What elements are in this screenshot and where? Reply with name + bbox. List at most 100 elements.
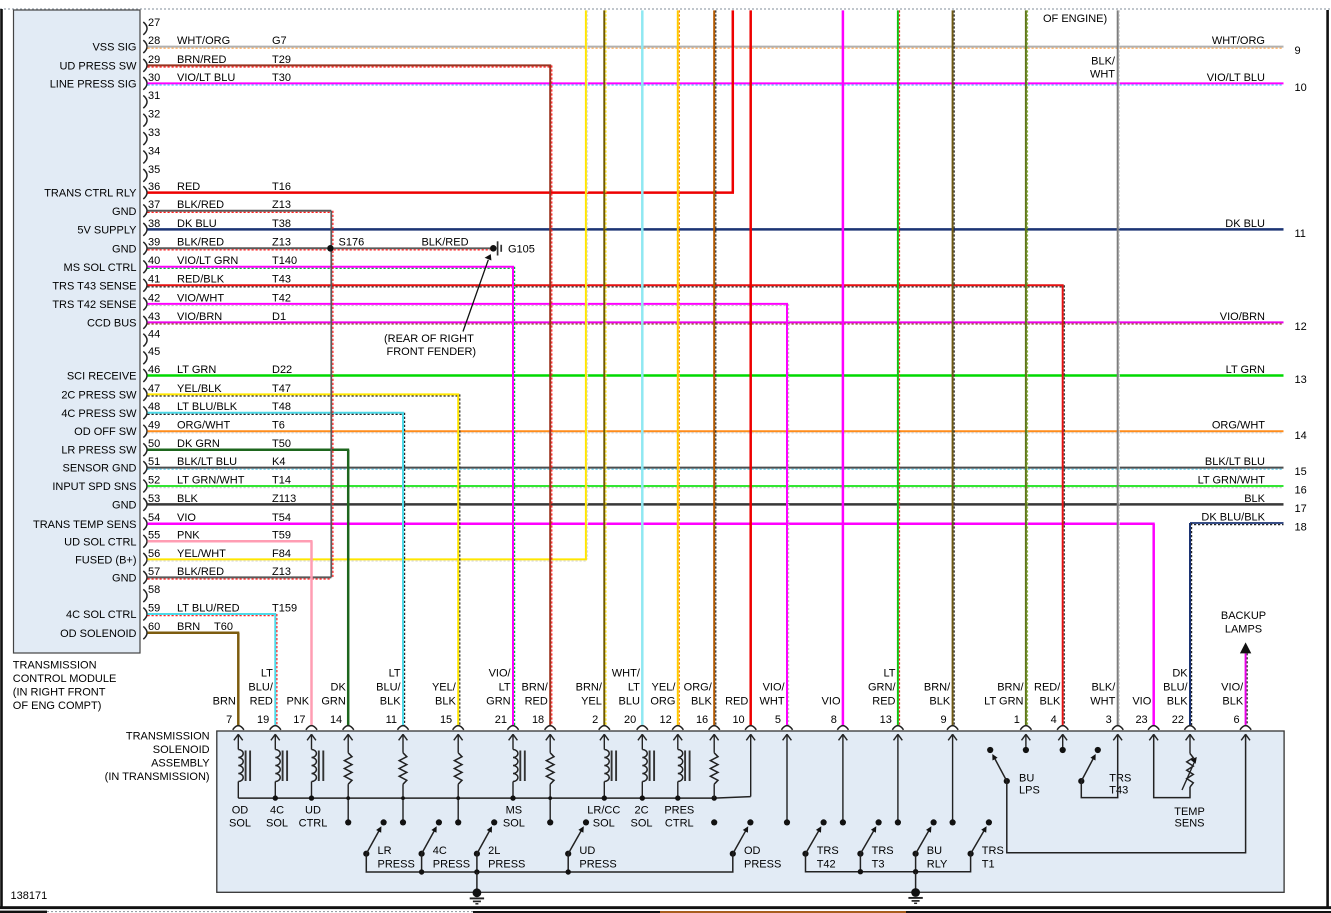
svg-text:WHT: WHT [1090, 69, 1115, 81]
svg-text:BRN: BRN [213, 695, 236, 707]
svg-text:54: 54 [148, 512, 160, 524]
svg-text:BU: BU [1019, 772, 1034, 784]
svg-text:YEL/: YEL/ [432, 682, 457, 694]
svg-text:20: 20 [624, 714, 636, 726]
svg-text:2: 2 [592, 714, 598, 726]
svg-text:SENS: SENS [1175, 817, 1205, 829]
svg-text:LT BLU/RED: LT BLU/RED [177, 602, 240, 614]
svg-text:TRANSMISSION: TRANSMISSION [126, 731, 210, 743]
svg-text:TRS: TRS [1109, 772, 1131, 784]
svg-text:SENSOR GND: SENSOR GND [63, 463, 137, 475]
svg-text:14: 14 [330, 714, 342, 726]
svg-text:CTRL: CTRL [299, 818, 328, 830]
svg-text:LT: LT [261, 668, 273, 680]
svg-text:29: 29 [148, 54, 160, 66]
svg-text:BACKUP: BACKUP [1221, 610, 1266, 622]
svg-text:44: 44 [148, 329, 160, 341]
svg-text:32: 32 [148, 109, 160, 121]
svg-text:T29: T29 [272, 54, 291, 66]
svg-text:LT GRN: LT GRN [984, 695, 1023, 707]
svg-text:(IN RIGHT FRONT: (IN RIGHT FRONT [13, 686, 106, 698]
svg-text:BLK: BLK [435, 695, 456, 707]
svg-text:VSS SIG: VSS SIG [92, 42, 136, 54]
svg-text:4C SOL CTRL: 4C SOL CTRL [66, 609, 137, 621]
svg-text:5: 5 [775, 714, 781, 726]
svg-text:T159: T159 [272, 602, 297, 614]
svg-text:13: 13 [1295, 374, 1307, 386]
svg-text:T42: T42 [272, 292, 291, 304]
svg-text:ASSEMBLY: ASSEMBLY [151, 757, 210, 769]
svg-text:OD OFF SW: OD OFF SW [74, 426, 137, 438]
svg-text:BLK: BLK [380, 695, 401, 707]
svg-text:2C: 2C [634, 804, 648, 816]
svg-text:4C: 4C [433, 845, 447, 857]
svg-text:RLY: RLY [927, 858, 948, 870]
svg-text:LT: LT [499, 682, 511, 694]
svg-text:FRONT FENDER): FRONT FENDER) [386, 346, 476, 358]
svg-text:LT: LT [389, 668, 401, 680]
svg-text:43: 43 [148, 311, 160, 323]
svg-text:RED: RED [725, 695, 748, 707]
svg-text:12: 12 [660, 714, 672, 726]
svg-text:ORG/WHT: ORG/WHT [1212, 420, 1265, 432]
svg-text:PNK: PNK [177, 530, 200, 542]
svg-text:36: 36 [148, 181, 160, 193]
svg-text:TRS: TRS [982, 845, 1004, 857]
svg-text:28: 28 [148, 35, 160, 47]
svg-text:PNK: PNK [286, 695, 309, 707]
svg-text:1: 1 [1014, 714, 1020, 726]
svg-text:GRN/: GRN/ [868, 682, 896, 694]
svg-text:YEL: YEL [581, 695, 602, 707]
svg-text:OD SOLENOID: OD SOLENOID [60, 628, 136, 640]
svg-text:7: 7 [226, 714, 232, 726]
svg-text:WHT: WHT [760, 695, 785, 707]
svg-text:13: 13 [880, 714, 892, 726]
svg-text:CCD BUS: CCD BUS [87, 317, 137, 329]
svg-text:VIO/LT BLU: VIO/LT BLU [177, 72, 235, 84]
svg-text:T30: T30 [272, 72, 291, 84]
svg-text:(REAR OF RIGHT: (REAR OF RIGHT [384, 333, 474, 345]
svg-text:22: 22 [1172, 714, 1184, 726]
svg-text:57: 57 [148, 566, 160, 578]
svg-text:INPUT SPD SNS: INPUT SPD SNS [52, 481, 136, 493]
svg-text:LT: LT [883, 668, 895, 680]
svg-text:9: 9 [940, 714, 946, 726]
svg-text:BLU/: BLU/ [376, 682, 401, 694]
svg-text:T6: T6 [272, 420, 285, 432]
svg-text:OF ENGINE): OF ENGINE) [1043, 13, 1107, 25]
svg-text:WHT/: WHT/ [612, 668, 641, 680]
svg-text:T14: T14 [272, 474, 291, 486]
svg-text:46: 46 [148, 364, 160, 376]
svg-text:4: 4 [1051, 714, 1057, 726]
svg-text:17: 17 [1295, 503, 1307, 515]
svg-text:VIO/: VIO/ [489, 668, 512, 680]
svg-text:RED/BLK: RED/BLK [177, 274, 225, 286]
svg-text:T16: T16 [272, 181, 291, 193]
svg-text:BLU/: BLU/ [248, 682, 273, 694]
svg-text:VIO: VIO [1132, 695, 1151, 707]
svg-text:RED: RED [525, 695, 548, 707]
svg-text:T3: T3 [872, 858, 885, 870]
svg-text:48: 48 [148, 401, 160, 413]
svg-text:BLK/LT BLU: BLK/LT BLU [1205, 456, 1265, 468]
svg-text:LPS: LPS [1019, 785, 1040, 797]
svg-text:RED: RED [250, 695, 273, 707]
svg-text:T60: T60 [214, 621, 233, 633]
svg-text:BU: BU [927, 845, 942, 857]
svg-text:TRS: TRS [817, 845, 839, 857]
svg-text:CTRL: CTRL [665, 818, 694, 830]
svg-text:TRS: TRS [872, 845, 894, 857]
svg-text:S176: S176 [339, 237, 365, 249]
svg-text:RED: RED [177, 181, 200, 193]
svg-text:11: 11 [1295, 228, 1306, 240]
svg-text:BLU/: BLU/ [1163, 682, 1188, 694]
svg-text:Z13: Z13 [272, 237, 291, 249]
svg-text:FUSED (B+): FUSED (B+) [75, 554, 136, 566]
svg-text:BLK/: BLK/ [1091, 682, 1116, 694]
svg-text:LR PRESS SW: LR PRESS SW [61, 445, 137, 457]
svg-text:LR: LR [378, 845, 392, 857]
svg-text:BLK/RED: BLK/RED [177, 237, 224, 249]
svg-text:OD: OD [232, 804, 249, 816]
svg-text:T1: T1 [982, 858, 995, 870]
svg-text:50: 50 [148, 438, 160, 450]
